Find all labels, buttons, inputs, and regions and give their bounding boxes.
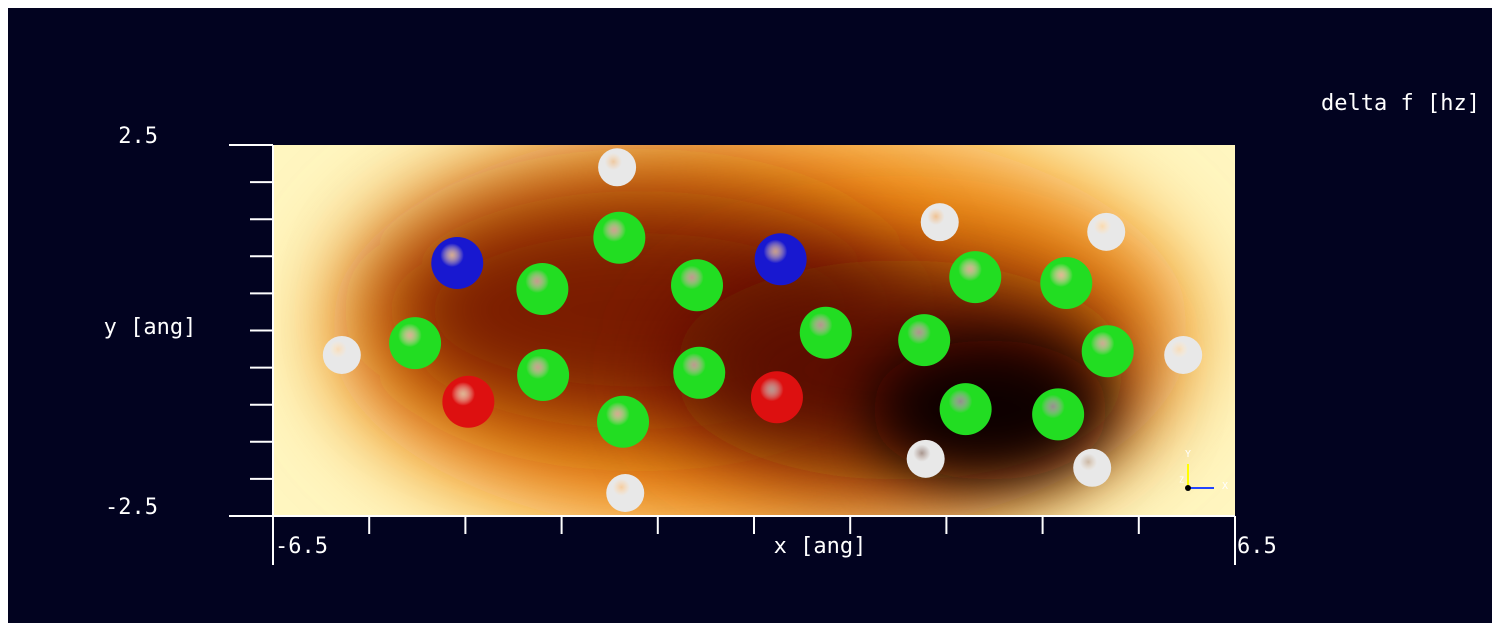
atom bbox=[800, 307, 852, 359]
atom bbox=[598, 148, 636, 186]
atom bbox=[1164, 336, 1202, 374]
atom bbox=[673, 347, 725, 399]
atom bbox=[949, 251, 1001, 303]
atom bbox=[898, 314, 950, 366]
y-tick-label: -2.5 bbox=[105, 495, 158, 520]
atom bbox=[1040, 257, 1092, 309]
x-axis-label: x [ang] bbox=[774, 534, 867, 559]
x-tick-label: 6.5 bbox=[1237, 534, 1277, 559]
atom bbox=[517, 349, 569, 401]
atom bbox=[907, 440, 945, 478]
y-tick-label: 2.5 bbox=[118, 124, 158, 149]
atom bbox=[1032, 388, 1084, 440]
atom bbox=[431, 237, 483, 289]
atom bbox=[389, 317, 441, 369]
atom bbox=[751, 371, 803, 423]
atom bbox=[323, 336, 361, 374]
atom bbox=[606, 474, 644, 512]
colorbar-label: delta f [hz] bbox=[1321, 91, 1480, 116]
orientation-y: Y bbox=[1185, 449, 1191, 460]
chart: delta f [hz] y [ang] x [ang] X Y Z -2.5 2… bbox=[0, 0, 1500, 631]
y-axis-label: y [ang] bbox=[104, 315, 197, 340]
atom bbox=[1073, 449, 1111, 487]
atom bbox=[516, 263, 568, 315]
page: delta f [hz] y [ang] x [ang] X Y Z -2.5 2… bbox=[0, 0, 1500, 631]
atom bbox=[755, 233, 807, 285]
atom bbox=[442, 376, 494, 428]
atom bbox=[921, 203, 959, 241]
atom bbox=[593, 212, 645, 264]
atom bbox=[1087, 213, 1125, 251]
atom bbox=[671, 259, 723, 311]
atom bbox=[597, 396, 649, 448]
atom bbox=[940, 383, 992, 435]
x-tick-label: -6.5 bbox=[275, 534, 328, 559]
orientation-z: Z bbox=[1179, 476, 1184, 485]
orientation-x: X bbox=[1222, 481, 1228, 492]
atom bbox=[1082, 325, 1134, 377]
